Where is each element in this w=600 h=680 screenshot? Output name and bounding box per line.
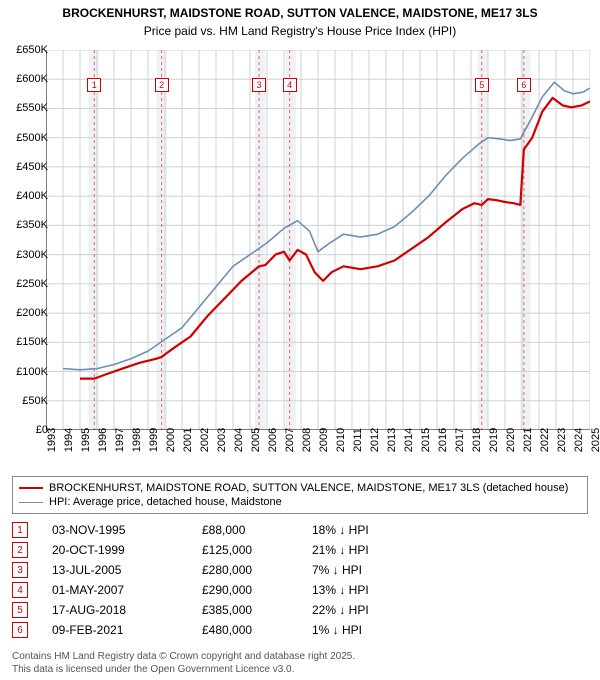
y-tick-label: £450K [4,161,48,173]
legend-label-hpi: HPI: Average price, detached house, Maid… [49,496,282,508]
x-tick-label: 2018 [471,425,483,455]
sale-row: 2 20-OCT-1999£125,00021% ↓ HPI [12,540,588,560]
chart-svg [46,50,590,430]
chart-title: BROCKENHURST, MAIDSTONE ROAD, SUTTON VAL… [0,0,600,24]
x-tick-label: 2019 [488,425,500,455]
y-tick-label: £300K [4,249,48,261]
sale-price: £88,000 [202,523,312,537]
x-tick-label: 1996 [97,425,109,455]
sale-row: 3 13-JUL-2005£280,0007% ↓ HPI [12,560,588,580]
x-tick-label: 2013 [386,425,398,455]
x-tick-label: 2015 [420,425,432,455]
y-tick-label: £200K [4,307,48,319]
x-tick-label: 1994 [63,425,75,455]
sale-row: 5 17-AUG-2018£385,00022% ↓ HPI [12,600,588,620]
x-tick-label: 2016 [437,425,449,455]
x-tick-label: 2023 [556,425,568,455]
sale-date: 17-AUG-2018 [52,603,202,617]
sale-badge: 6 [12,622,28,638]
x-tick-label: 1993 [46,425,58,455]
x-tick-label: 2002 [199,425,211,455]
footer-line-1: Contains HM Land Registry data © Crown c… [12,650,355,663]
sale-price: £280,000 [202,563,312,577]
x-tick-label: 2005 [250,425,262,455]
sale-date: 01-MAY-2007 [52,583,202,597]
sale-marker: 2 [155,78,169,92]
y-tick-label: £100K [4,366,48,378]
legend: BROCKENHURST, MAIDSTONE ROAD, SUTTON VAL… [12,476,588,514]
sale-row: 6 09-FEB-2021£480,0001% ↓ HPI [12,620,588,640]
x-tick-label: 2007 [284,425,296,455]
legend-swatch-price [19,487,43,489]
x-tick-label: 1997 [114,425,126,455]
x-tick-label: 2025 [590,425,600,455]
chart-subtitle: Price paid vs. HM Land Registry's House … [0,24,600,44]
chart-area [46,50,590,430]
sale-marker: 3 [252,78,266,92]
x-tick-label: 2022 [539,425,551,455]
y-tick-label: £650K [4,44,48,56]
sale-pct: 18% ↓ HPI [312,523,412,537]
y-tick-label: £500K [4,132,48,144]
x-tick-label: 2020 [505,425,517,455]
sale-date: 09-FEB-2021 [52,623,202,637]
footer: Contains HM Land Registry data © Crown c… [12,650,355,676]
x-tick-label: 2014 [403,425,415,455]
sale-badge: 1 [12,522,28,538]
sale-pct: 21% ↓ HPI [312,543,412,557]
x-tick-label: 2004 [233,425,245,455]
legend-swatch-hpi [19,502,43,503]
sale-price: £290,000 [202,583,312,597]
x-tick-label: 2012 [369,425,381,455]
sale-marker: 1 [87,78,101,92]
y-tick-label: £250K [4,278,48,290]
sale-badge: 4 [12,582,28,598]
x-tick-label: 2009 [318,425,330,455]
x-tick-label: 2010 [335,425,347,455]
sale-price: £480,000 [202,623,312,637]
sale-date: 20-OCT-1999 [52,543,202,557]
x-tick-label: 2006 [267,425,279,455]
legend-item-price: BROCKENHURST, MAIDSTONE ROAD, SUTTON VAL… [19,481,581,495]
footer-line-2: This data is licensed under the Open Gov… [12,663,355,676]
x-tick-label: 1999 [148,425,160,455]
x-tick-label: 2001 [182,425,194,455]
y-tick-label: £400K [4,190,48,202]
x-tick-label: 2011 [352,425,364,455]
sale-badge: 2 [12,542,28,558]
x-tick-label: 1998 [131,425,143,455]
x-tick-label: 2024 [573,425,585,455]
y-tick-label: £50K [4,395,48,407]
y-tick-label: £0 [4,424,48,436]
legend-label-price: BROCKENHURST, MAIDSTONE ROAD, SUTTON VAL… [49,482,568,494]
x-tick-label: 1995 [80,425,92,455]
x-tick-label: 2017 [454,425,466,455]
sale-date: 03-NOV-1995 [52,523,202,537]
x-tick-label: 2000 [165,425,177,455]
y-tick-label: £350K [4,219,48,231]
y-tick-label: £150K [4,336,48,348]
sale-pct: 22% ↓ HPI [312,603,412,617]
sale-price: £385,000 [202,603,312,617]
sale-pct: 13% ↓ HPI [312,583,412,597]
sale-badge: 3 [12,562,28,578]
sales-table: 1 03-NOV-1995£88,00018% ↓ HPI 2 20-OCT-1999… [12,520,588,640]
y-tick-label: £600K [4,73,48,85]
sale-marker: 6 [517,78,531,92]
sale-date: 13-JUL-2005 [52,563,202,577]
x-tick-label: 2003 [216,425,228,455]
sale-price: £125,000 [202,543,312,557]
legend-item-hpi: HPI: Average price, detached house, Maid… [19,495,581,509]
sale-row: 1 03-NOV-1995£88,00018% ↓ HPI [12,520,588,540]
sale-row: 4 01-MAY-2007£290,00013% ↓ HPI [12,580,588,600]
sale-pct: 1% ↓ HPI [312,623,412,637]
sale-badge: 5 [12,602,28,618]
y-tick-label: £550K [4,102,48,114]
sale-marker: 5 [475,78,489,92]
x-tick-label: 2021 [522,425,534,455]
x-tick-label: 2008 [301,425,313,455]
sale-marker: 4 [283,78,297,92]
sale-pct: 7% ↓ HPI [312,563,412,577]
